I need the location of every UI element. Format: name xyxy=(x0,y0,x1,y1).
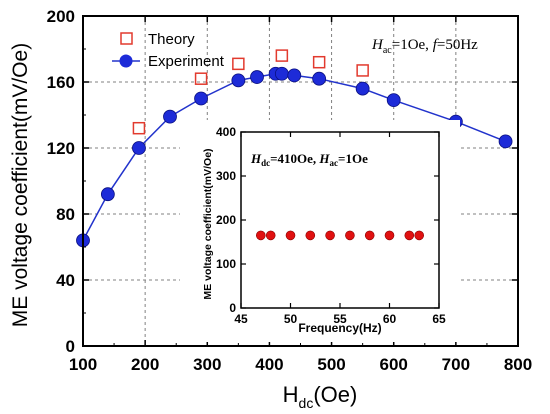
inset-point xyxy=(305,230,316,241)
experiment-point xyxy=(194,91,208,106)
x-tick-label: 800 xyxy=(504,355,532,374)
inset-y-tick-label: 100 xyxy=(216,257,236,271)
inset-x-tick-label: 45 xyxy=(234,312,248,326)
inset-series xyxy=(255,230,425,241)
inset-x-tick-label: 60 xyxy=(383,312,397,326)
theory-point xyxy=(275,49,289,62)
inset-ann-h2-rest: =1Oe xyxy=(338,151,368,166)
inset-y-tick-label: 0 xyxy=(229,301,236,315)
experiment-point xyxy=(250,70,264,84)
experiment-point xyxy=(498,134,513,149)
experiment-point xyxy=(163,109,177,124)
y-tick-label: 200 xyxy=(47,7,75,26)
x-tick-label: 500 xyxy=(317,355,345,374)
inset-y-axis-label: ME voltage coefficient(mV/Oe) xyxy=(202,148,214,299)
ann-h-sub: ac xyxy=(383,45,392,56)
x-tick-label: 700 xyxy=(442,355,470,374)
inset-x-tick-label: 50 xyxy=(284,312,298,326)
y-tick-label: 160 xyxy=(47,73,75,92)
inset-annotation: Hdc=410Oe, Hac=1Oe xyxy=(250,151,368,168)
inset-tick-labels: 45 50 55 60 65 0 100 200 300 400 xyxy=(216,125,446,326)
inset-point xyxy=(325,230,335,241)
inset-point xyxy=(404,230,415,241)
main-y-axis-label: ME voltage coefficient(mV/Oe) xyxy=(9,43,32,327)
x-tick-label: 600 xyxy=(380,355,408,374)
x-tick-label: 300 xyxy=(193,355,221,374)
inset-y-tick-label: 300 xyxy=(216,169,236,183)
main-annotation: Hac=1Oe, f=50Hz xyxy=(371,37,478,56)
y-tick-label: 120 xyxy=(47,139,75,158)
main-x-axis-label-sub: dc xyxy=(299,395,314,411)
inset-ann-h1-sub: dc xyxy=(261,158,270,168)
theory-point xyxy=(194,72,208,85)
legend-theory-label: Theory xyxy=(148,31,195,48)
experiment-point xyxy=(231,73,246,88)
legend-theory-marker xyxy=(120,32,133,45)
x-tick-label: 100 xyxy=(69,355,97,374)
theory-point xyxy=(312,55,326,69)
ann-f-rest: =50Hz xyxy=(437,37,478,53)
inset-y-tick-label: 200 xyxy=(216,213,236,227)
inset-x-axis-label: Frequency(Hz) xyxy=(298,321,381,335)
ann-h-rest: =1Oe, xyxy=(392,37,433,53)
experiment-point xyxy=(100,187,115,202)
legend: Theory Experiment xyxy=(112,31,225,70)
ann-h: H xyxy=(371,37,384,53)
inset-point xyxy=(345,230,355,241)
theory-point xyxy=(232,57,245,71)
theory-point xyxy=(132,121,146,135)
experiment-point xyxy=(132,141,146,155)
experiment-point xyxy=(386,93,401,108)
main-series xyxy=(76,49,513,248)
inset-point xyxy=(285,230,296,241)
experiment-point xyxy=(274,66,289,81)
y-tick-label: 80 xyxy=(56,205,75,224)
experiment-point xyxy=(287,68,302,83)
inset-x-tick-label: 65 xyxy=(432,312,446,326)
x-tick-label: 200 xyxy=(131,355,159,374)
inset-point xyxy=(265,230,276,241)
inset-y-tick-label: 400 xyxy=(216,125,236,139)
inset-ann-h2-sub: ac xyxy=(330,158,339,168)
y-tick-label: 40 xyxy=(56,271,75,290)
inset-point xyxy=(414,230,425,241)
experiment-point xyxy=(312,71,327,86)
main-x-axis-label-unit: (Oe) xyxy=(313,382,357,407)
inset-ann-h1: H xyxy=(250,151,262,166)
inset-ann-h2: H xyxy=(318,151,330,166)
legend-experiment-label: Experiment xyxy=(148,53,225,70)
main-x-axis-label: Hdc(Oe) xyxy=(283,382,358,411)
inset-background xyxy=(180,120,460,342)
x-tick-label: 400 xyxy=(255,355,283,374)
experiment-point xyxy=(355,81,370,96)
legend-experiment-marker xyxy=(119,54,133,68)
inset-x-tick-label: 55 xyxy=(333,312,347,326)
inset-ann-h1-rest: =410Oe, xyxy=(270,151,319,166)
y-tick-label: 0 xyxy=(66,337,75,356)
ann-f: f xyxy=(433,37,439,53)
theory-point xyxy=(356,64,369,77)
inset-point xyxy=(255,230,266,241)
inset-point xyxy=(384,230,395,241)
main-x-axis-label-main: H xyxy=(283,382,299,407)
inset-ticks xyxy=(240,131,440,309)
inset-point xyxy=(364,230,375,241)
